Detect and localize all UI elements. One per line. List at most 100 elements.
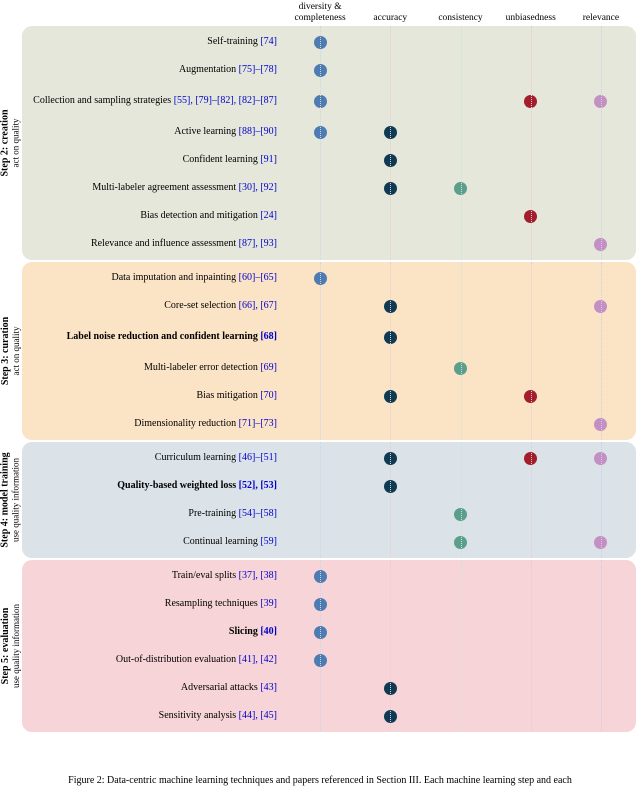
cell-rel: [566, 182, 636, 195]
cell-cons: [425, 710, 495, 723]
step-subtitle: use quality information: [11, 452, 22, 547]
cell-acc: [355, 154, 425, 167]
cell-div: [285, 536, 355, 549]
row-dots: [285, 95, 636, 108]
step-label-wrap: Step 2: creationact on quality: [0, 26, 22, 260]
row-label: Pre-training [54]–[58]: [22, 508, 285, 520]
cell-div: [285, 710, 355, 723]
step-group-step2: Step 2: creationact on qualitySelf-train…: [0, 26, 636, 260]
row-technique-name: Confident learning: [183, 154, 261, 165]
dot-cons: [454, 508, 467, 521]
table-row: Dimensionality reduction [71]–[73]: [22, 410, 636, 438]
dot-acc: [384, 154, 397, 167]
dot-unb: [524, 95, 537, 108]
cell-div: [285, 362, 355, 375]
cell-div: [285, 182, 355, 195]
cell-unb: [496, 480, 566, 493]
cell-cons: [425, 182, 495, 195]
step-group-step5: Step 5: evaluationuse quality informatio…: [0, 560, 636, 732]
cell-acc: [355, 182, 425, 195]
row-dots: [285, 64, 636, 77]
cell-cons: [425, 598, 495, 611]
row-references: [44], [45]: [239, 710, 277, 721]
cell-unb: [496, 331, 566, 344]
row-technique-name: Relevance and influence assessment: [91, 238, 239, 249]
cell-unb: [496, 272, 566, 285]
row-label: Curriculum learning [46]–[51]: [22, 452, 285, 464]
dot-matrix-chart: diversity & completenessaccuracyconsiste…: [0, 0, 640, 790]
row-label: Sensitivity analysis [44], [45]: [22, 710, 285, 722]
cell-rel: [566, 536, 636, 549]
row-technique-name: Self-training: [207, 36, 260, 47]
cell-rel: [566, 682, 636, 695]
step-group-step3: Step 3: curationact on qualityData imput…: [0, 262, 636, 440]
row-references: [39]: [260, 598, 277, 609]
cell-rel: [566, 126, 636, 139]
row-references: [69]: [260, 362, 277, 373]
row-label: Train/eval splits [37], [38]: [22, 570, 285, 582]
row-dots: [285, 126, 636, 139]
row-technique-name: Core-set selection: [164, 300, 238, 311]
row-technique-name: Quality-based weighted loss: [117, 480, 238, 491]
row-technique-name: Dimensionality reduction: [134, 418, 238, 429]
cell-acc: [355, 570, 425, 583]
cell-unb: [496, 508, 566, 521]
cell-unb: [496, 626, 566, 639]
row-label: Data imputation and inpainting [60]–[65]: [22, 272, 285, 284]
table-row: Multi-labeler agreement assessment [30],…: [22, 174, 636, 202]
row-dots: [285, 570, 636, 583]
row-label: Quality-based weighted loss [52], [53]: [22, 480, 285, 492]
row-dots: [285, 710, 636, 723]
row-technique-name: Continual learning: [183, 536, 260, 547]
cell-acc: [355, 536, 425, 549]
step-subtitle: use quality information: [11, 604, 22, 688]
cell-acc: [355, 36, 425, 49]
dot-unb: [524, 210, 537, 223]
row-technique-name: Out-of-distribution evaluation: [116, 654, 239, 665]
table-row: Quality-based weighted loss [52], [53]: [22, 472, 636, 500]
cell-rel: [566, 480, 636, 493]
row-references: [74]: [260, 36, 277, 47]
cell-div: [285, 36, 355, 49]
cell-div: [285, 272, 355, 285]
cell-rel: [566, 300, 636, 313]
row-references: [24]: [260, 210, 277, 221]
cell-acc: [355, 126, 425, 139]
cell-rel: [566, 598, 636, 611]
table-row: Bias mitigation [70]: [22, 382, 636, 410]
row-references: [75]–[78]: [239, 64, 277, 75]
cell-unb: [496, 126, 566, 139]
cell-rel: [566, 570, 636, 583]
cell-cons: [425, 654, 495, 667]
cell-acc: [355, 452, 425, 465]
cell-cons: [425, 480, 495, 493]
dot-unb: [524, 452, 537, 465]
row-technique-name: Pre-training: [188, 508, 238, 519]
cell-div: [285, 654, 355, 667]
cell-div: [285, 598, 355, 611]
dot-rel: [594, 95, 607, 108]
cell-div: [285, 682, 355, 695]
row-dots: [285, 452, 636, 465]
cell-div: [285, 95, 355, 108]
cell-acc: [355, 64, 425, 77]
table-row: Continual learning [59]: [22, 528, 636, 556]
table-row: Train/eval splits [37], [38]: [22, 562, 636, 590]
dot-cons: [454, 536, 467, 549]
cell-unb: [496, 598, 566, 611]
cell-div: [285, 508, 355, 521]
cell-unb: [496, 710, 566, 723]
cell-unb: [496, 536, 566, 549]
cell-div: [285, 238, 355, 251]
cell-rel: [566, 272, 636, 285]
table-row: Confident learning [91]: [22, 146, 636, 174]
row-references: [68]: [260, 331, 277, 342]
table-row: Relevance and influence assessment [87],…: [22, 230, 636, 258]
cell-acc: [355, 682, 425, 695]
row-label: Self-training [74]: [22, 36, 285, 48]
cell-rel: [566, 238, 636, 251]
dot-rel: [594, 418, 607, 431]
row-references: [52], [53]: [239, 480, 277, 491]
row-label: Confident learning [91]: [22, 154, 285, 166]
row-technique-name: Bias detection and mitigation: [140, 210, 260, 221]
